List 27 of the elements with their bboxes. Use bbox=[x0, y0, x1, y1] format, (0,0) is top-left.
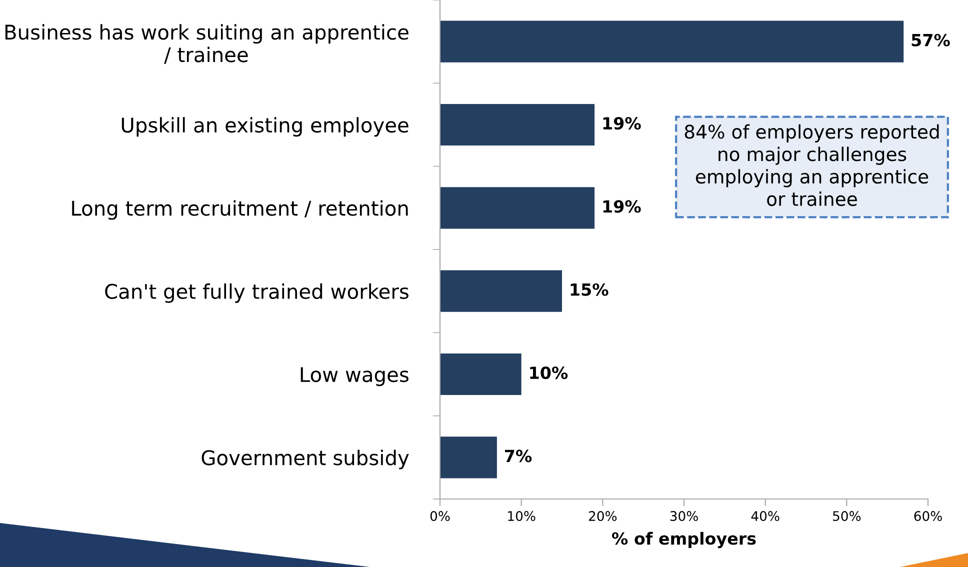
x-axis-title: % of employers bbox=[612, 532, 756, 548]
bar bbox=[440, 270, 562, 312]
data-label: 19% bbox=[603, 116, 641, 130]
x-tick-label: 20% bbox=[588, 511, 617, 522]
x-tick-label: 50% bbox=[833, 511, 861, 522]
y-tick-label: Upskill an existing employee bbox=[122, 117, 408, 137]
y-tick-label: Government subsidy bbox=[202, 450, 409, 470]
y-tick-label: Can't get fully trained workers bbox=[105, 283, 408, 303]
annotation: 84% of employers reported no major challenges employing an apprentice or trainee bbox=[684, 124, 939, 206]
data-label: 7% bbox=[504, 450, 532, 462]
data-label: 10% bbox=[530, 366, 568, 380]
x-tick-label: 10% bbox=[508, 511, 536, 522]
x-tick-label: 30% bbox=[670, 511, 698, 522]
bar bbox=[440, 436, 497, 478]
bar bbox=[440, 187, 595, 229]
data-label: 57% bbox=[912, 34, 950, 46]
x-tick-label: 0% bbox=[430, 511, 450, 522]
x-tick-label: 60% bbox=[914, 511, 942, 522]
bar bbox=[440, 20, 904, 62]
data-label: 19% bbox=[603, 200, 641, 213]
bar bbox=[440, 353, 522, 396]
y-tick-label: Long term recruitment / retention bbox=[72, 200, 408, 220]
y-tick-label: Business has work suiting an apprentice / trainee bbox=[5, 24, 408, 64]
y-tick-label: Low wages bbox=[300, 367, 408, 386]
data-label: 15% bbox=[570, 283, 608, 296]
x-tick-label: 40% bbox=[751, 511, 780, 522]
bar bbox=[440, 104, 595, 146]
